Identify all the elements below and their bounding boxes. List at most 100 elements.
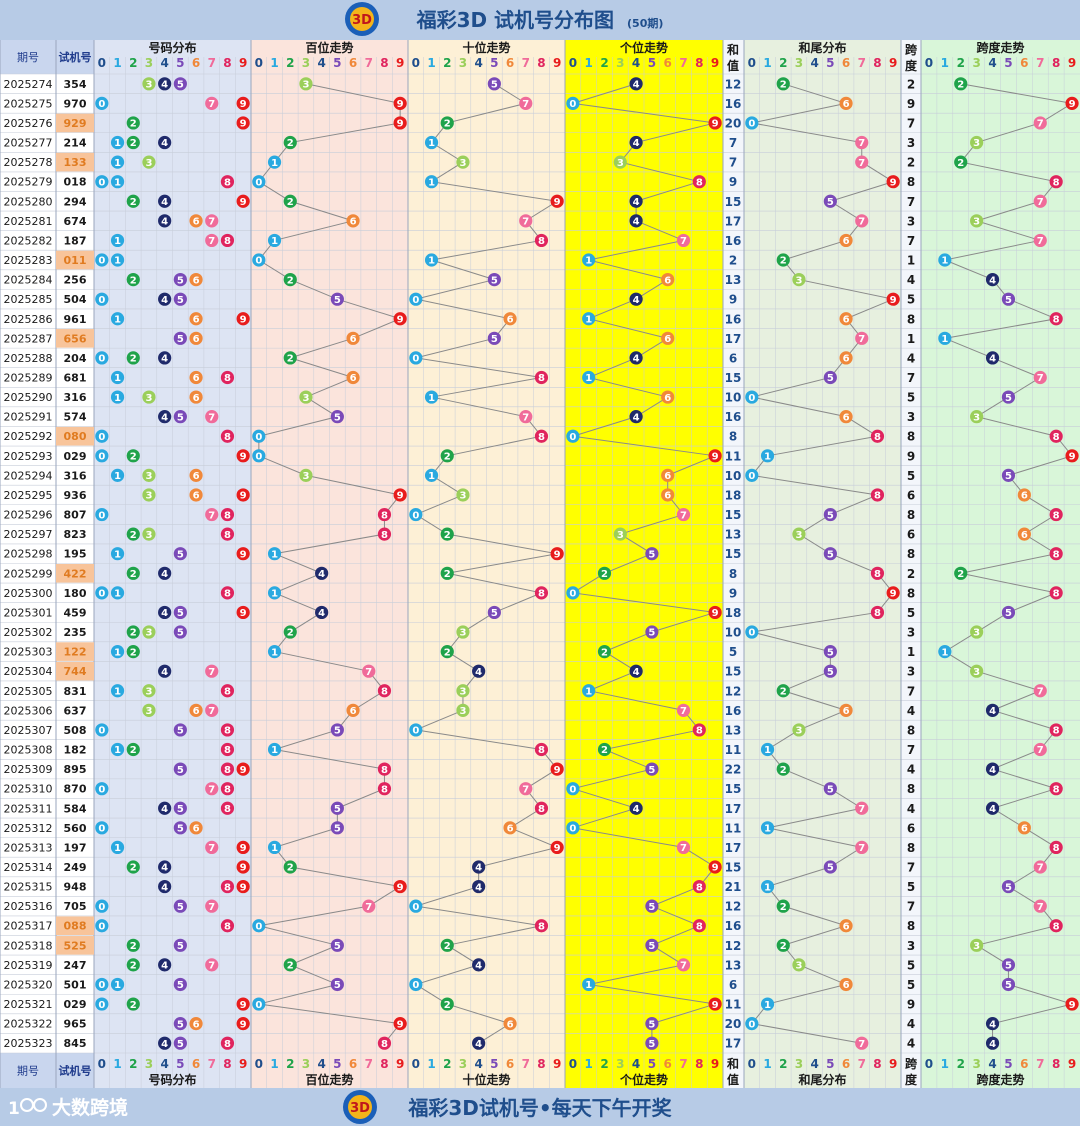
trend-ball-hund-label: 3 [302, 393, 309, 404]
dist-ball-label: 9 [240, 882, 247, 893]
trend-ball-tail-label: 6 [843, 412, 850, 423]
trend-ball-spant [938, 253, 952, 267]
trend-ball-units-label: 5 [648, 1019, 655, 1030]
header-digit-tens-2: 2 [443, 56, 451, 70]
header-digit-dist-1: 1 [113, 1057, 121, 1071]
trend-ball-tens [456, 684, 470, 698]
dist-ball [142, 625, 156, 639]
dist-ball [142, 703, 156, 717]
sum-cell: 16 [725, 97, 742, 111]
trend-ball-tail [745, 1017, 759, 1031]
dist-ball-label: 7 [208, 510, 215, 521]
header-digit-tens-0: 0 [412, 1057, 420, 1071]
dist-ball [189, 468, 203, 482]
trend-ball-hund-label: 5 [334, 941, 341, 952]
header-digit-tens-3: 3 [459, 56, 467, 70]
trend-ball-tens-label: 2 [444, 941, 451, 952]
trend-ball-units-label: 4 [633, 217, 640, 228]
sum-cell: 20 [725, 116, 742, 130]
trend-ball-tens [424, 390, 439, 404]
trend-ball-spant [1001, 468, 1016, 482]
dist-ball [110, 977, 125, 992]
dist-ball-label: 1 [114, 980, 121, 991]
header-period-top: 期号 [17, 51, 39, 64]
header-tens-top: 十位走势 [462, 40, 510, 55]
span-cell: 7 [907, 371, 915, 385]
header-digit-units-8: 8 [695, 56, 703, 70]
header-digit-tail-4: 4 [810, 1057, 818, 1071]
dist-ball-label: 5 [177, 1039, 184, 1050]
trend-ball-hund-label: 7 [365, 667, 372, 678]
period-cell: 2025284 [4, 274, 53, 287]
dist-ball-label: 6 [193, 275, 200, 286]
trend-ball-units-label: 4 [633, 138, 640, 149]
trend-ball-tens [487, 605, 501, 620]
trend-ball-spant [1017, 527, 1031, 541]
trend-ball-units [566, 586, 580, 600]
dist-ball-label: 1 [114, 373, 121, 384]
sum-cell: 6 [729, 978, 737, 992]
dist-ball [220, 1036, 235, 1050]
trend-ball-hund [252, 175, 266, 189]
header-digit-tail-2: 2 [779, 1057, 787, 1071]
trend-ball-units [645, 1017, 659, 1031]
dist-ball-label: 7 [208, 961, 215, 972]
trend-ball-tens [409, 899, 423, 913]
dist-ball-label: 9 [240, 1019, 247, 1030]
trend-ball-hund [252, 997, 266, 1011]
dist-ball [189, 1017, 203, 1031]
trend-ball-units-label: 5 [648, 549, 655, 560]
trend-ball-units-label: 9 [712, 608, 719, 619]
trend-ball-spant [985, 1036, 1000, 1050]
trend-ball-units-label: 6 [664, 471, 671, 482]
trend-ball-tens-label: 0 [412, 295, 419, 306]
trend-ball-tail [855, 155, 869, 169]
dist-ball [110, 155, 125, 169]
header-hund-top: 百位走势 [305, 40, 353, 55]
header-digit-units-3: 3 [616, 1057, 624, 1071]
dist-ball-label: 7 [208, 843, 215, 854]
trend-ball-units-label: 0 [569, 589, 576, 600]
header-hund-bottom: 百位走势 [305, 1072, 353, 1087]
trend-ball-tail-label: 9 [890, 589, 897, 600]
dist-ball-label: 0 [98, 980, 105, 991]
trend-ball-tens-label: 0 [412, 980, 419, 991]
dist-ball [158, 292, 172, 306]
period-cell: 2025311 [4, 802, 53, 815]
trend-ball-spant [1001, 605, 1016, 620]
trend-ball-hund-label: 9 [397, 491, 404, 502]
trend-ball-spant-label: 9 [1069, 99, 1076, 110]
trend-ball-tens [519, 96, 533, 110]
header-digit-hund-1: 1 [270, 1057, 278, 1071]
trend-ball-tens [440, 938, 454, 952]
trend-ball-units-label: 7 [680, 236, 687, 247]
svg-text:3D: 3D [352, 13, 372, 28]
trend-ball-spant [1049, 547, 1063, 561]
dist-ball-label: 4 [161, 961, 168, 972]
trend-ball-tail [823, 645, 837, 659]
trend-ball-spant [970, 664, 984, 678]
trend-ball-hund-label: 1 [271, 236, 278, 247]
sum-cell: 15 [725, 508, 742, 522]
sum-cell: 10 [725, 469, 742, 483]
dist-ball-label: 5 [177, 275, 184, 286]
sum-cell: 13 [725, 528, 742, 542]
trend-ball-tail [745, 116, 759, 130]
trend-ball-spant [1049, 782, 1063, 796]
header-digit-hund-9: 9 [396, 1057, 404, 1071]
dist-ball-label: 6 [193, 491, 200, 502]
span-cell: 6 [907, 821, 915, 835]
header-digit-tail-9: 9 [889, 1057, 897, 1071]
dist-ball-label: 4 [161, 138, 168, 149]
number-cell: 501 [64, 978, 87, 991]
trend-ball-tail-label: 5 [827, 549, 834, 560]
dist-ball-label: 6 [193, 1019, 200, 1030]
span-cell: 9 [907, 998, 915, 1012]
dist-ball [95, 782, 109, 796]
dist-ball [158, 351, 172, 365]
dist-ball [95, 449, 109, 463]
trend-ball-hund [252, 429, 266, 443]
period-cell: 2025295 [4, 489, 53, 502]
period-cell: 2025300 [4, 587, 53, 600]
